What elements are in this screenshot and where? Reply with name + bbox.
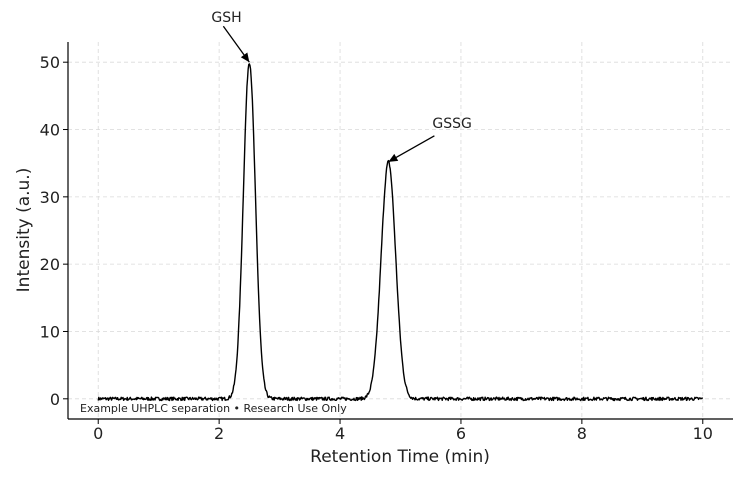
y-tick-label: 0 bbox=[50, 390, 60, 409]
annotations: GSH GSSG bbox=[211, 10, 472, 163]
x-tick-label: 2 bbox=[214, 424, 224, 443]
grid bbox=[68, 42, 733, 419]
ticks: 0 2 4 6 8 10 0 10 20 30 40 50 bbox=[40, 53, 713, 443]
x-tick-label: 0 bbox=[93, 424, 103, 443]
annotation-label: GSSG bbox=[432, 116, 471, 132]
annotation-label: GSH bbox=[211, 10, 241, 26]
y-tick-label: 50 bbox=[40, 53, 60, 72]
series-line-chromatogram bbox=[97, 63, 704, 402]
footnote: Example UHPLC separation • Research Use … bbox=[80, 402, 347, 415]
x-axis-label: Retention Time (min) bbox=[310, 447, 490, 467]
x-tick-label: 8 bbox=[577, 424, 587, 443]
annotation-arrowhead bbox=[240, 52, 250, 63]
y-tick-label: 30 bbox=[40, 188, 60, 207]
x-tick-label: 4 bbox=[335, 424, 345, 443]
y-tick-label: 40 bbox=[40, 121, 60, 140]
y-tick-label: 20 bbox=[40, 255, 60, 274]
x-tick-label: 6 bbox=[456, 424, 466, 443]
y-tick-label: 10 bbox=[40, 322, 60, 341]
x-tick-label: 10 bbox=[693, 424, 713, 443]
y-axis-label: Intensity (a.u.) bbox=[14, 168, 34, 293]
annotation-arrowhead bbox=[388, 153, 399, 162]
axes bbox=[67, 42, 733, 420]
